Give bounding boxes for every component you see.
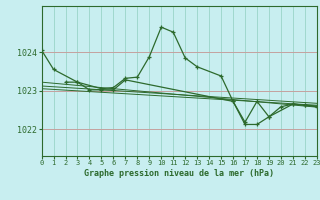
X-axis label: Graphe pression niveau de la mer (hPa): Graphe pression niveau de la mer (hPa) bbox=[84, 169, 274, 178]
